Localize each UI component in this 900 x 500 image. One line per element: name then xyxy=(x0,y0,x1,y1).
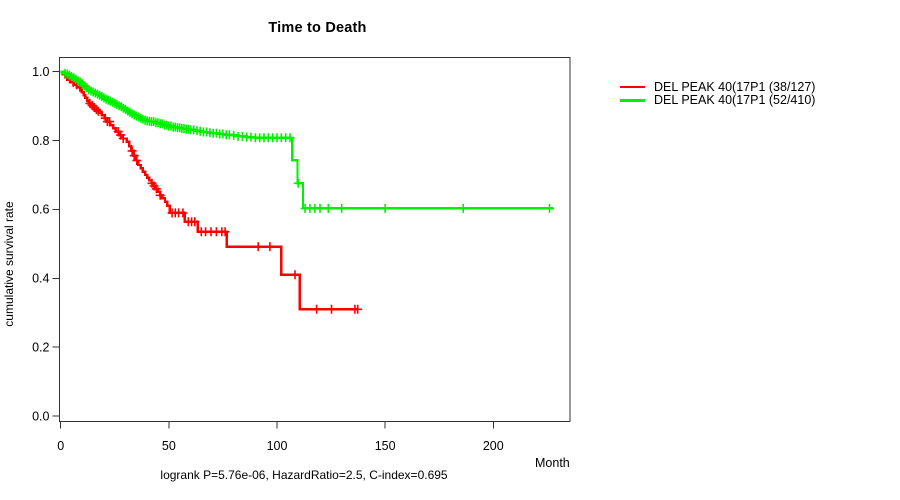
x-tick-label: 150 xyxy=(375,439,396,453)
y-tick-label: 0.0 xyxy=(32,409,49,423)
survival-curve-green xyxy=(60,70,553,210)
legend-line-green-swatch xyxy=(620,99,645,102)
y-tick-label: 0.2 xyxy=(32,340,49,354)
y-axis-label: cumulative survival rate xyxy=(2,201,16,327)
legend-item-group1: DEL PEAK 40(17P1 (38/127) xyxy=(620,80,815,94)
legend-line-red-swatch xyxy=(620,85,645,88)
x-tick-label: 0 xyxy=(57,439,64,453)
y-tick-label: 0.4 xyxy=(32,272,49,286)
legend: DEL PEAK 40(17P1 (38/127) DEL PEAK 40(17… xyxy=(620,80,815,107)
censor-marks-green xyxy=(60,68,554,213)
survival-curve-red xyxy=(60,70,359,311)
censor-marks-red xyxy=(68,77,363,314)
plot-box xyxy=(59,57,571,422)
y-tick-label: 1.0 xyxy=(32,65,49,79)
y-tick-label: 0.6 xyxy=(32,203,49,217)
chart-title: Time to Death xyxy=(268,20,367,36)
legend-item-group2: DEL PEAK 40(17P1 (52/410) xyxy=(620,93,816,108)
x-tick-label: 100 xyxy=(267,439,288,453)
stats-footnote: logrank P=5.76e-06, HazardRatio=2.5, C-i… xyxy=(160,468,448,482)
x-axis-label: Month xyxy=(535,456,570,470)
y-tick-label: 0.8 xyxy=(32,134,49,148)
x-tick-label: 50 xyxy=(162,439,176,453)
legend-label-group1: DEL PEAK 40(17P1 (38/127) xyxy=(654,79,816,94)
x-tick-label: 200 xyxy=(483,439,504,453)
legend-label-group2: DEL PEAK 40(17P1 (52/410) xyxy=(654,93,816,108)
